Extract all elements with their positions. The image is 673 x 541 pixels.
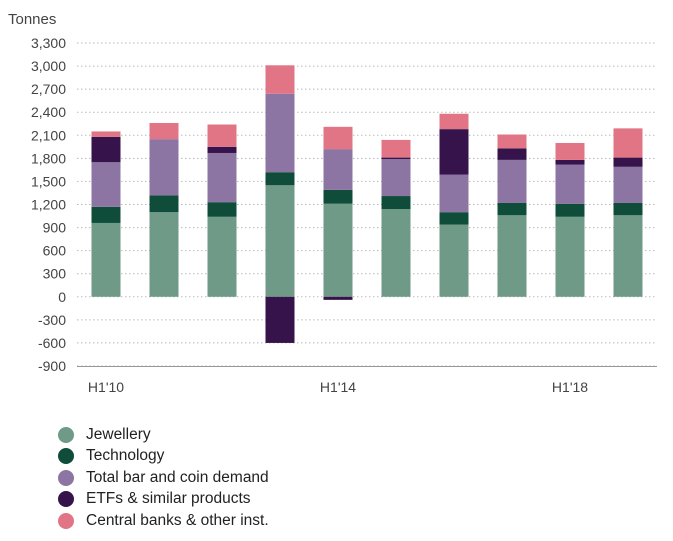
bar-segment [613,202,643,216]
legend-item: ETFs & similar products [58,489,269,511]
bar-segment [555,216,585,297]
y-tick-label: 1,800 [31,150,66,166]
bar-segment [497,148,527,160]
bar-segment [149,212,179,297]
bar-segment [613,128,643,158]
legend-item: Technology [58,446,269,468]
legend-label: Total bar and coin demand [86,468,269,486]
y-tick-label: 3,000 [31,58,66,74]
bar-stack [613,128,643,297]
bar-segment [439,224,469,297]
bar-segment [323,203,353,297]
bar-stack [149,122,179,297]
legend-label: Technology [86,447,165,465]
bar-segment [323,126,353,150]
bar-stack [323,126,353,300]
y-tick-label: -300 [38,312,66,328]
legend-swatch-icon [58,448,74,465]
bar-segment [323,189,353,204]
y-tick-label: -600 [38,335,66,351]
bar-segment [555,164,585,204]
legend-item: Total bar and coin demand [58,467,269,489]
bars [91,65,643,343]
bar-segment [207,124,237,147]
legend-swatch-icon [58,469,74,486]
bar-stack [497,134,527,297]
bar-segment [381,159,411,197]
bar-segment [497,202,527,216]
bar-segment [381,196,411,210]
bar-segment [323,296,353,300]
chart: Tonnes 3,300 3,000 2,700 2,400 2,100 1,800 1,5… [8,11,657,395]
legend: Jewellery Technology Total bar and coin de… [58,424,269,532]
y-tick-label: 2,700 [31,81,66,97]
y-axis-ticks: 3,300 3,000 2,700 2,400 2,100 1,800 1,500 1,200… [31,35,66,374]
bar-segment [265,185,295,297]
bar-segment [207,216,237,297]
y-tick-label: -900 [38,358,66,374]
bar-segment [381,139,411,158]
bar-segment [207,202,237,217]
y-tick-label: 0 [58,289,66,305]
bar-segment [381,209,411,297]
bar-segment [439,129,469,175]
bar-stack [439,113,469,297]
legend-label: Jewellery [86,425,151,443]
bar-segment [149,139,179,196]
x-tick-label: H1'18 [552,379,588,395]
bar-segment [91,136,121,163]
legend-swatch-icon [58,491,74,508]
bar-segment [439,113,469,130]
bar-segment [265,296,295,343]
legend-label: ETFs & similar products [86,490,251,508]
y-tick-label: 2,400 [31,104,66,120]
legend-swatch-icon [58,512,74,529]
legend-item: Jewellery [58,424,269,446]
x-axis: H1'10 H1'14 H1'18 [77,366,657,395]
bar-segment [439,212,469,225]
y-tick-label: 1,500 [31,173,66,189]
bar-stack [265,65,295,343]
bar-segment [323,149,353,190]
bar-segment [497,134,527,149]
bar-segment [555,142,585,160]
bar-stack [555,142,585,297]
bar-segment [91,131,121,137]
bar-segment [149,195,179,213]
y-tick-label: 1,200 [31,197,66,213]
bar-segment [613,166,643,203]
bar-segment [207,152,237,203]
bar-segment [91,206,121,223]
bar-segment [613,215,643,297]
bar-segment [265,93,295,173]
bar-segment [207,146,237,153]
y-tick-label: 300 [43,266,67,282]
bar-segment [91,222,121,297]
bar-stack [91,131,121,297]
y-tick-label: 600 [43,243,67,259]
bar-segment [555,203,585,217]
bar-segment [613,157,643,167]
x-tick-label: H1'10 [88,379,124,395]
y-tick-label: 900 [43,220,67,236]
bar-stack [207,124,237,297]
bar-segment [149,122,179,140]
bar-segment [265,65,295,94]
y-tick-label: 2,100 [31,127,66,143]
bar-segment [381,157,411,160]
bar-segment [265,172,295,186]
bar-stack [381,139,411,297]
legend-swatch-icon [58,426,74,443]
legend-item: Central banks & other inst. [58,510,269,532]
bar-segment [555,159,585,165]
x-tick-label: H1'14 [320,379,356,395]
bar-segment [497,159,527,203]
bar-segment [439,174,469,213]
y-axis-label: Tonnes [8,11,56,28]
y-tick-label: 3,300 [31,35,66,51]
bar-segment [497,215,527,297]
legend-label: Central banks & other inst. [86,511,269,529]
bar-segment [91,162,121,207]
